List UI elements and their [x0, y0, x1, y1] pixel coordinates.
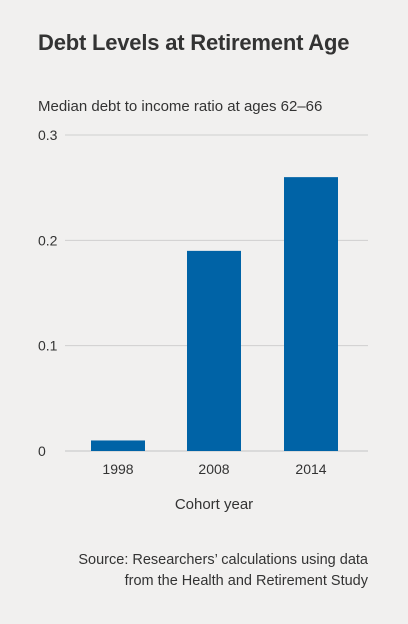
bar-1998: [91, 440, 145, 451]
chart-title: Debt Levels at Retirement Age: [38, 30, 350, 55]
chart-subtitle: Median debt to income ratio at ages 62–6…: [38, 98, 323, 115]
x-tick-label: 2014: [295, 461, 326, 477]
bar-2014: [284, 177, 338, 451]
y-tick-label: 0: [38, 443, 46, 459]
y-tick-label: 0.1: [38, 338, 58, 354]
source-note: Source: Researchers’ calculations using …: [78, 550, 368, 592]
y-tick-label: 0.2: [38, 232, 58, 248]
source-line-2: from the Health and Retirement Study: [124, 573, 368, 589]
x-axis-title: Cohort year: [175, 496, 253, 513]
bar-2008: [187, 250, 241, 451]
source-line-1: Source: Researchers’ calculations using …: [78, 552, 368, 568]
y-tick-label: 0.3: [38, 127, 58, 143]
x-tick-label: 2008: [198, 461, 229, 477]
bar-chart: 0 0.1 0.2 0.3 1998 2008 2014 Cohort year: [38, 127, 368, 513]
x-tick-label: 1998: [102, 461, 133, 477]
